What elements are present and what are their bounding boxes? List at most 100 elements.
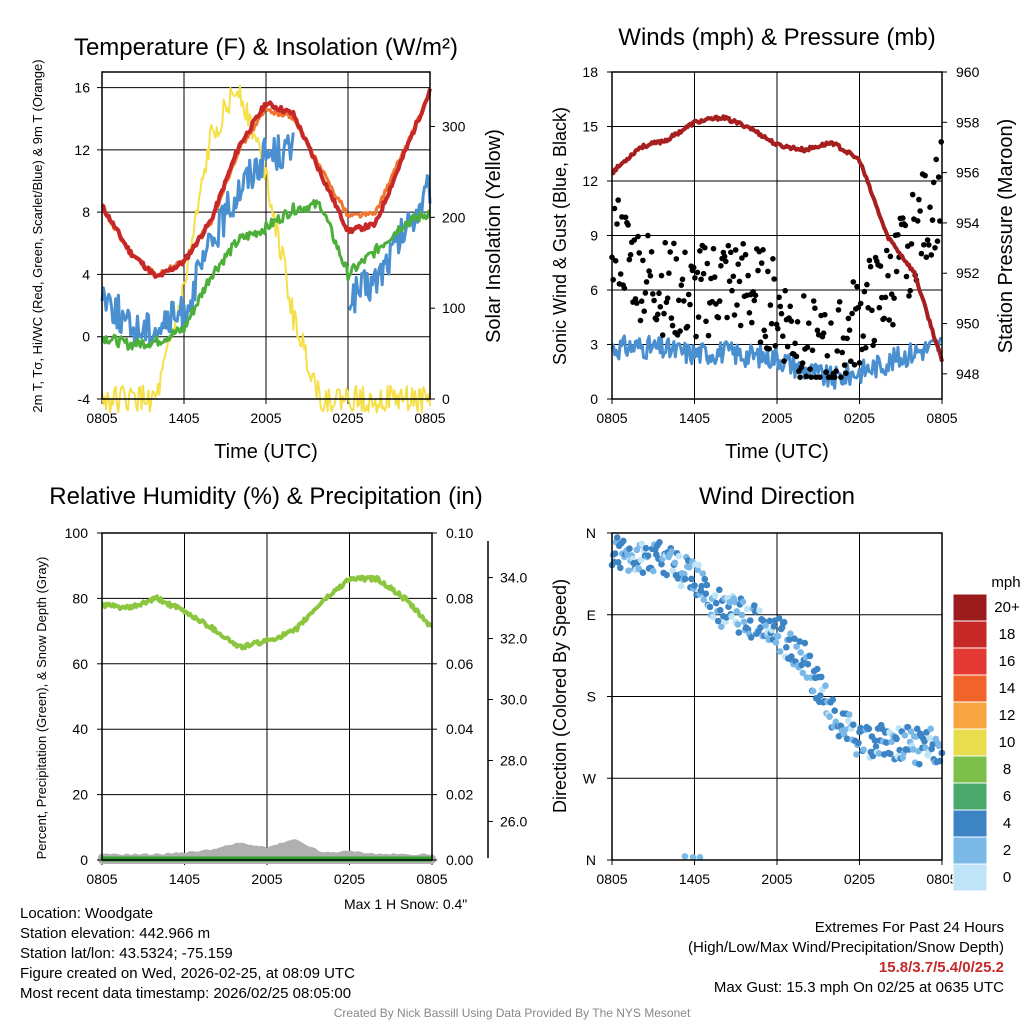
dir-wind-point (887, 750, 894, 758)
winds-gust-point (822, 311, 828, 318)
dir-wind-point (663, 571, 670, 579)
temp-xtick-label: 2005 (250, 410, 281, 426)
dir-title: Wind Direction (699, 483, 855, 510)
rh-xtick-label: 0205 (334, 871, 365, 887)
dir-wind-point (639, 569, 647, 576)
winds-gust-point (643, 279, 650, 285)
colorbar-label: 12 (999, 707, 1016, 724)
winds-gust-point (627, 252, 634, 258)
dir-wind-point (907, 728, 915, 735)
winds-gust-point (647, 273, 654, 279)
winds-gust-point (662, 239, 668, 246)
winds-gust-point (681, 298, 687, 304)
winds-gust-point (625, 222, 631, 228)
winds-gust-point (781, 358, 787, 364)
winds-gust-point (839, 349, 845, 356)
winds-gust-point (711, 274, 718, 280)
winds-gust-point (804, 344, 811, 351)
dir-wind-point (798, 661, 805, 669)
winds-gust-point (814, 327, 821, 334)
winds-gust-point (668, 315, 675, 321)
winds-gust-point (767, 302, 774, 308)
winds-gust-point (751, 297, 758, 304)
rh-y3tick-label: 32.0 (500, 631, 527, 647)
winds-gust-point (732, 247, 739, 253)
winds-gust-point (820, 330, 827, 337)
winds-gust-point (734, 302, 740, 308)
winds-gust-point (728, 249, 734, 256)
winds-gust-point (777, 303, 784, 310)
winds-gust-point (771, 276, 777, 282)
winds-gust-point (812, 305, 818, 312)
winds-gust-point (824, 353, 831, 359)
winds-gust-point (684, 323, 691, 330)
rh-y2tick-label: 0.00 (446, 852, 473, 868)
winds-gust-point (726, 278, 733, 285)
winds-gust-point (612, 258, 619, 264)
dir-wind-point (626, 545, 633, 552)
winds-y2tick-label: 950 (956, 316, 980, 332)
rh-ytick-label: 80 (72, 590, 88, 606)
winds-gust-point (676, 297, 682, 304)
colorbar-label: 10 (999, 734, 1016, 751)
dir-wind-point (801, 639, 809, 647)
dir-wind-point (718, 623, 725, 630)
dir-wind-point (796, 638, 803, 645)
rh-xtick-label: 0805 (86, 871, 117, 887)
dir-wind-point (746, 617, 754, 624)
dir-wind-point (686, 563, 693, 571)
winds-gust-point (673, 256, 680, 262)
colorbar-label: 0 (1003, 869, 1011, 886)
rh-ylabel: Percent, Precipitation (Green), & Snow D… (34, 557, 49, 860)
created-text: Figure created on Wed, 2026-02-25, at 08… (20, 965, 355, 982)
rh-ytick-label: 40 (72, 721, 88, 737)
winds-gust-point (817, 374, 823, 381)
winds-gust-point (831, 374, 838, 381)
winds-gust-point (610, 276, 616, 283)
dir-wind-point (611, 550, 619, 557)
dir-wind-point (728, 613, 735, 620)
dir-wind-point (617, 564, 624, 572)
winds-gust-point (843, 370, 849, 377)
winds-gust-point (881, 315, 887, 322)
dir-wind-point (650, 567, 657, 575)
winds-gust-point (622, 214, 629, 221)
winds-gust-point (657, 304, 664, 310)
winds-gust-point (730, 273, 737, 280)
temp-y2tick-label: 100 (442, 300, 466, 316)
dir-wind-point (929, 741, 936, 748)
dir-wind-point (916, 760, 923, 768)
dir-wind-point (699, 570, 707, 577)
winds-gust-point (765, 268, 771, 275)
winds-gust-point (653, 316, 660, 323)
winds-xtick-label: 0805 (596, 410, 627, 426)
dir-wind-point (738, 611, 746, 619)
colorbar-label: 4 (1003, 815, 1011, 832)
dir-xtick-label: 0805 (596, 871, 627, 887)
winds-gust-point (895, 232, 901, 238)
winds-gust-point (749, 319, 755, 326)
temp-series-dew-point (101, 199, 431, 351)
rh-plot-border (101, 532, 433, 861)
winds-ytick-label: 15 (582, 119, 598, 135)
dir-wind-point (613, 534, 621, 541)
temp-xtick-label: 0805 (414, 410, 445, 426)
winds-gust-point (792, 340, 798, 347)
winds-ylabel: Sonic Wind & Gust (Blue, Black) (550, 107, 570, 365)
dir-wind-point (770, 623, 778, 630)
colorbar-label: 14 (999, 680, 1016, 697)
dir-wind-point (799, 669, 807, 677)
winds-gust-point (658, 272, 665, 279)
winds-gust-point (917, 208, 923, 214)
dir-wind-point (806, 652, 814, 660)
temp-ytick-label: 4 (82, 266, 90, 282)
colorbar-label: 16 (999, 653, 1016, 670)
winds-gust-point (615, 197, 621, 203)
winds-gust-point (861, 288, 868, 295)
dir-ytick-label: W (583, 770, 597, 786)
winds-ytick-label: 12 (582, 173, 598, 189)
rh-y3tick-label: 34.0 (500, 570, 527, 586)
dir-wind-point (774, 633, 782, 640)
winds-gust-point (869, 307, 875, 314)
winds-y2tick-label: 952 (956, 265, 980, 281)
